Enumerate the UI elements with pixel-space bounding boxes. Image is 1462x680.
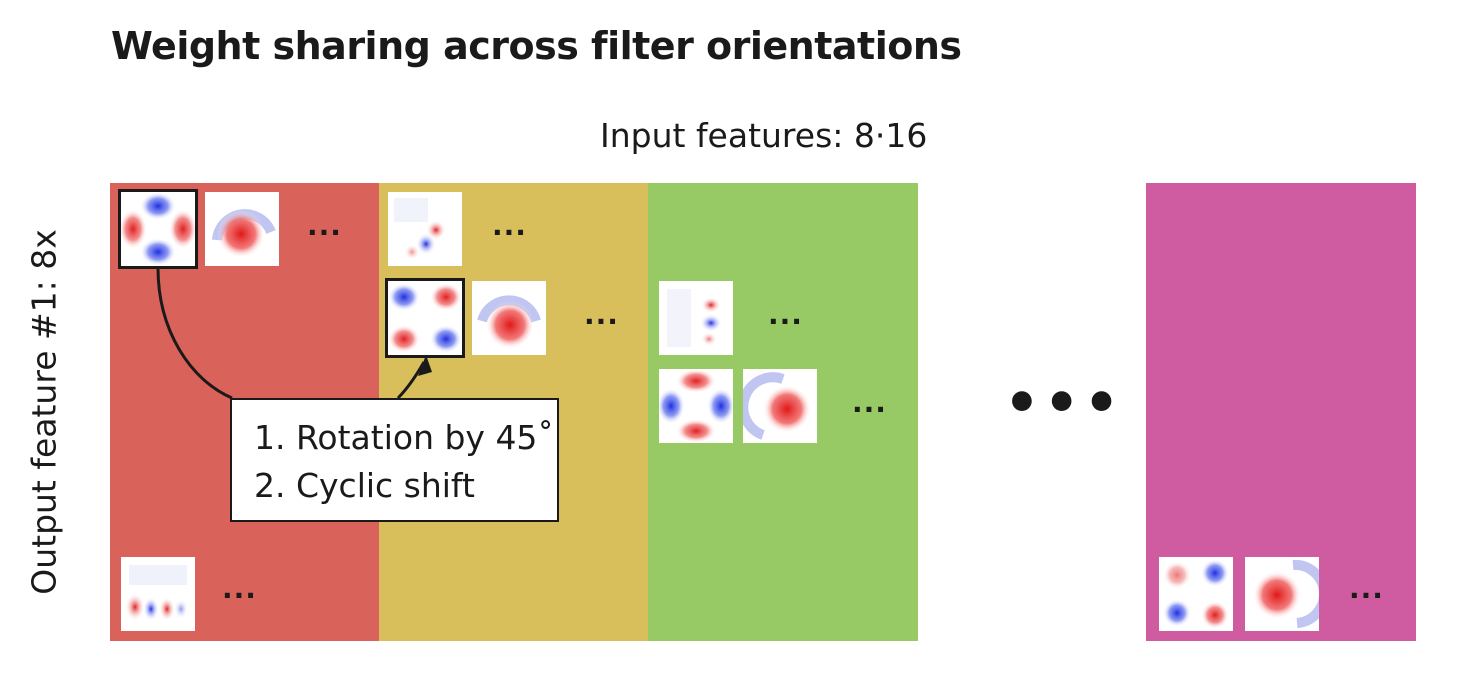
ellipsis: ... xyxy=(768,298,803,331)
ellipsis-large: ••• xyxy=(1004,371,1124,436)
filter-diagonal-edge xyxy=(388,192,462,266)
filter-quadrupole-rotated xyxy=(385,278,465,358)
ellipsis: ... xyxy=(852,386,887,419)
callout-line-2: 2. Cyclic shift xyxy=(254,466,475,505)
callout-line-1: 1. Rotation by 45˚ xyxy=(254,418,554,457)
filter-edge xyxy=(121,557,195,631)
ellipsis: ... xyxy=(1349,572,1384,605)
ellipsis: ... xyxy=(307,209,342,242)
ellipsis: ... xyxy=(492,209,527,242)
filter-quadrupole-diagonal xyxy=(1159,557,1233,631)
filter-center-surround xyxy=(1245,557,1319,631)
filter-vertical-edge xyxy=(659,281,733,355)
ellipsis: ... xyxy=(584,298,619,331)
transform-callout: 1. Rotation by 45˚ 2. Cyclic shift xyxy=(230,398,559,522)
figure-title: Weight sharing across filter orientation… xyxy=(111,24,962,68)
filter-center-surround xyxy=(205,192,279,266)
filter-quadrupole xyxy=(118,189,198,269)
ellipsis: ... xyxy=(222,572,257,605)
arrowhead-icon xyxy=(418,355,432,376)
input-features-label: Input features: 8·16 xyxy=(600,116,928,155)
filter-center-surround xyxy=(472,281,546,355)
filter-center-surround xyxy=(743,369,817,443)
filter-quadrupole-horizontal xyxy=(659,369,733,443)
